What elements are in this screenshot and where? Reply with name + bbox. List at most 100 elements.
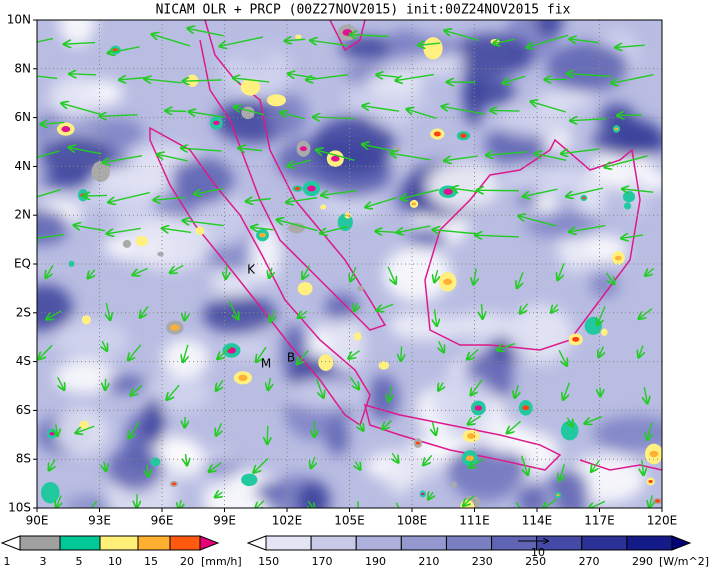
wind-arrow — [183, 344, 188, 362]
wind-arrow — [306, 73, 349, 80]
olr-cell — [170, 157, 234, 204]
place-label: K — [247, 263, 256, 277]
wind-arrow — [507, 420, 521, 433]
olr-cell — [386, 35, 460, 59]
rain-core — [346, 214, 350, 217]
wind-arrow — [531, 102, 566, 113]
rain-cell — [157, 251, 164, 257]
rain-cell — [378, 361, 390, 370]
olr-cell — [524, 210, 601, 239]
olr-cell — [431, 375, 493, 427]
wind-arrow — [281, 112, 305, 120]
wind-arrow — [570, 39, 599, 43]
rain-core — [655, 499, 661, 503]
rain-core — [582, 196, 586, 200]
wind-arrow — [37, 150, 60, 159]
rain-core — [213, 120, 220, 126]
olr-cell — [448, 33, 535, 77]
wind-arrow — [194, 187, 223, 194]
wind-arrow — [104, 461, 106, 471]
rain-cell — [266, 94, 287, 107]
olr-unit: [W/m^2] — [659, 555, 709, 568]
wind-arrow — [277, 220, 318, 232]
x-tick-label: 96E — [151, 514, 174, 528]
wind-arrow — [131, 385, 143, 396]
coast-borneo — [424, 138, 641, 351]
olr-cell — [221, 45, 292, 99]
plot-frame — [36, 19, 663, 509]
wind-arrow — [103, 154, 143, 163]
colorbar-end — [199, 535, 220, 551]
prcp-unit: [mm/h] — [201, 555, 242, 568]
wind-arrow — [74, 225, 105, 232]
wind-arrow — [137, 494, 138, 507]
olr-label: 170 — [312, 555, 333, 568]
olr-cell — [53, 320, 129, 360]
wind-arrow — [618, 115, 642, 116]
rain-core — [465, 455, 474, 462]
wind-arrow — [86, 500, 98, 508]
olr-cell — [577, 170, 606, 218]
wind-vectors — [37, 28, 654, 508]
wind-arrow — [467, 348, 479, 359]
wind-arrow — [527, 34, 569, 47]
wind-arrow — [639, 308, 653, 319]
rain-cell — [122, 239, 132, 248]
wind-arrow — [432, 422, 435, 434]
olr-cell — [370, 105, 415, 127]
colorbar-segment — [265, 535, 312, 551]
wind-arrow — [152, 34, 191, 47]
vector-reference-label: 10 — [531, 546, 545, 559]
olr-cell — [317, 189, 380, 220]
wind-arrow — [389, 386, 392, 401]
colorbar-segment — [99, 535, 139, 551]
x-tick-label: 105E — [334, 514, 365, 528]
colorbar-segment — [626, 535, 673, 551]
wind-arrow — [69, 148, 102, 155]
wind-arrow — [482, 303, 483, 318]
wind-arrow — [311, 40, 347, 47]
wind-arrow — [515, 502, 521, 508]
wind-arrow — [391, 153, 431, 161]
y-tick-label: 2N — [14, 208, 31, 222]
wind-arrow — [285, 39, 306, 41]
wind-arrow — [269, 267, 272, 278]
rain-cell — [295, 34, 302, 40]
wind-arrow — [216, 379, 224, 390]
wind-arrow — [181, 148, 222, 151]
rain-core — [443, 278, 453, 285]
colorbar-segment — [59, 535, 101, 551]
wind-arrow — [471, 379, 483, 395]
wind-arrow — [401, 346, 402, 360]
wind-arrow — [517, 272, 524, 287]
wind-arrow — [286, 196, 318, 203]
wind-arrow — [599, 346, 604, 357]
wind-arrow — [397, 225, 431, 233]
rain-core — [171, 482, 177, 486]
rain-core — [474, 405, 482, 411]
wind-arrow — [616, 45, 645, 47]
olr-cell — [508, 304, 574, 364]
olr-label: 250 — [525, 555, 546, 568]
wind-arrow — [62, 103, 102, 116]
wind-arrow — [523, 188, 558, 196]
wind-arrow — [140, 306, 149, 317]
coast-malaya — [199, 20, 387, 331]
wind-arrow — [452, 188, 480, 192]
prcp-label: 15 — [144, 555, 158, 568]
wind-arrow — [315, 378, 324, 397]
wind-arrow — [209, 462, 222, 472]
rain-cell — [624, 202, 632, 210]
wind-arrow — [56, 495, 61, 508]
wind-arrow — [366, 196, 397, 208]
olr-cell — [285, 378, 368, 410]
wind-arrow — [162, 228, 192, 232]
wind-arrow — [322, 190, 357, 196]
prcp-label: 20 — [180, 555, 194, 568]
wind-arrow — [354, 302, 357, 311]
olr-cell — [536, 20, 564, 38]
wind-arrow — [109, 191, 150, 203]
x-tick-label: 117E — [584, 514, 615, 528]
wind-arrow — [418, 43, 441, 45]
rain-cell — [195, 226, 205, 236]
